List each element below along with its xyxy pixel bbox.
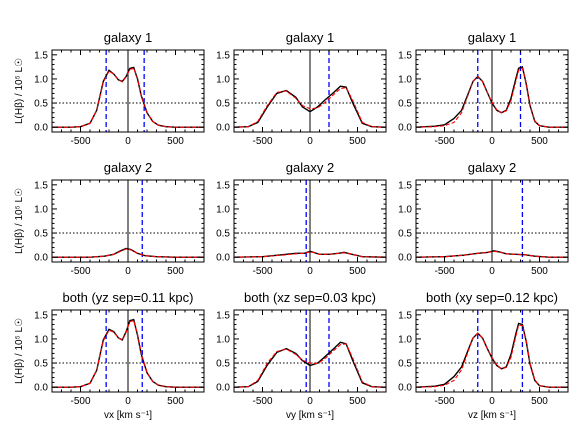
x-tick-label: 0 bbox=[125, 396, 131, 407]
series-line-red bbox=[234, 86, 386, 128]
x-tick-label: 0 bbox=[489, 136, 495, 147]
panel-4: galaxy 2 -500 0 500 0.0 0.5 1.0 1.5 L(Hβ) / 10⁵ … bbox=[14, 160, 205, 277]
panel-9: both (xy sep=0.12 kpc) -500 0 500 0.0 0.5 1.0 1… bbox=[398, 290, 569, 421]
y-tick-label: 1.5 bbox=[398, 310, 412, 321]
y-tick-label: 1.0 bbox=[34, 204, 48, 215]
x-tick-label: 500 bbox=[167, 396, 184, 407]
panel-title: both (yz sep=0.11 kpc) bbox=[63, 290, 194, 305]
panel-title: galaxy 1 bbox=[286, 30, 334, 45]
series-line-red bbox=[416, 67, 568, 128]
x-tick-label: 0 bbox=[489, 266, 495, 277]
y-tick-label: 1.5 bbox=[34, 180, 48, 191]
y-tick-label: 1.5 bbox=[216, 310, 230, 321]
series-line-red bbox=[52, 319, 204, 388]
x-tick-label: 500 bbox=[531, 396, 548, 407]
panel-8: both (xz sep=0.03 kpc) -500 0 500 0.0 0.5 1.0 1… bbox=[216, 290, 387, 421]
y-tick-label: 1.5 bbox=[398, 50, 412, 61]
x-tick-label: -500 bbox=[252, 396, 272, 407]
y-tick-label: 1.5 bbox=[34, 50, 48, 61]
panel-title: galaxy 2 bbox=[286, 160, 334, 175]
series-line-red bbox=[52, 67, 204, 128]
panel-5: galaxy 2 -500 0 500 0.0 0.5 1.0 1.5 bbox=[216, 160, 387, 277]
y-tick-label: 0.0 bbox=[216, 253, 230, 264]
x-tick-label: -500 bbox=[434, 266, 454, 277]
y-tick-label: 0.0 bbox=[34, 253, 48, 264]
x-tick-label: -500 bbox=[70, 266, 90, 277]
panel-1: galaxy 1 -500 0 500 0.0 0.5 1.0 1.5 L(Hβ) / 10⁵ … bbox=[14, 30, 205, 147]
x-tick-label: 0 bbox=[489, 396, 495, 407]
series-line-black bbox=[416, 250, 568, 258]
x-tick-label: 0 bbox=[307, 266, 313, 277]
panel-title: galaxy 1 bbox=[104, 30, 152, 45]
x-axis-label: vz [km s⁻¹] bbox=[468, 410, 516, 421]
x-tick-label: 500 bbox=[349, 136, 366, 147]
x-tick-label: 500 bbox=[531, 136, 548, 147]
y-axis-label: L(Hβ) / 10⁵ L☉ bbox=[14, 58, 25, 124]
panel-title: galaxy 2 bbox=[468, 160, 516, 175]
y-tick-label: 1.0 bbox=[398, 334, 412, 345]
y-tick-label: 0.0 bbox=[34, 383, 48, 394]
y-tick-label: 0.5 bbox=[216, 229, 230, 240]
y-tick-label: 1.5 bbox=[216, 180, 230, 191]
y-tick-label: 1.5 bbox=[216, 50, 230, 61]
series-line-red bbox=[234, 251, 386, 258]
y-tick-label: 0.5 bbox=[34, 99, 48, 110]
y-tick-label: 1.0 bbox=[216, 74, 230, 85]
y-tick-label: 1.0 bbox=[216, 204, 230, 215]
panel-title: both (xz sep=0.03 kpc) bbox=[244, 290, 376, 305]
y-tick-label: 1.0 bbox=[216, 334, 230, 345]
y-tick-label: 0.5 bbox=[216, 359, 230, 370]
x-tick-label: -500 bbox=[70, 396, 90, 407]
panel-title: galaxy 1 bbox=[468, 30, 516, 45]
y-axis-label: L(Hβ) / 10⁵ L☉ bbox=[14, 188, 25, 254]
x-tick-label: 500 bbox=[167, 136, 184, 147]
y-tick-label: 0.0 bbox=[216, 123, 230, 134]
y-tick-label: 0.5 bbox=[398, 229, 412, 240]
y-tick-label: 1.0 bbox=[34, 74, 48, 85]
x-tick-label: -500 bbox=[70, 136, 90, 147]
y-tick-label: 0.5 bbox=[398, 359, 412, 370]
x-tick-label: -500 bbox=[252, 136, 272, 147]
series-line-black bbox=[234, 341, 386, 388]
y-tick-label: 0.5 bbox=[216, 99, 230, 110]
y-tick-label: 1.5 bbox=[398, 180, 412, 191]
y-tick-label: 0.0 bbox=[216, 383, 230, 394]
x-tick-label: 500 bbox=[531, 266, 548, 277]
x-tick-label: -500 bbox=[434, 136, 454, 147]
y-tick-label: 0.0 bbox=[398, 383, 412, 394]
panel-3: galaxy 1 -500 0 500 0.0 0.5 1.0 1.5 bbox=[398, 30, 569, 147]
y-axis-label: L(Hβ) / 10⁵ L☉ bbox=[14, 318, 25, 384]
x-tick-label: 500 bbox=[349, 266, 366, 277]
x-tick-label: -500 bbox=[434, 396, 454, 407]
y-tick-label: 0.5 bbox=[34, 359, 48, 370]
y-tick-label: 1.0 bbox=[398, 204, 412, 215]
x-tick-label: 500 bbox=[167, 266, 184, 277]
y-tick-label: 1.5 bbox=[34, 310, 48, 321]
x-tick-label: 0 bbox=[125, 266, 131, 277]
panel-title: galaxy 2 bbox=[104, 160, 152, 175]
x-tick-label: 0 bbox=[307, 136, 313, 147]
series-line-red bbox=[416, 324, 568, 388]
x-axis-label: vy [km s⁻¹] bbox=[286, 410, 334, 421]
x-axis-label: vx [km s⁻¹] bbox=[104, 410, 152, 421]
panel-6: galaxy 2 -500 0 500 0.0 0.5 1.0 1.5 bbox=[398, 160, 569, 277]
series-line-black bbox=[234, 85, 386, 128]
y-tick-label: 1.0 bbox=[34, 334, 48, 345]
y-tick-label: 0.0 bbox=[398, 123, 412, 134]
panel-7: both (yz sep=0.11 kpc) -500 0 500 0.0 0.5 1.0 1… bbox=[14, 290, 205, 421]
x-tick-label: 0 bbox=[125, 136, 131, 147]
y-tick-label: 0.0 bbox=[398, 253, 412, 264]
panel-title: both (xy sep=0.12 kpc) bbox=[426, 290, 558, 305]
y-tick-label: 0.5 bbox=[34, 229, 48, 240]
y-tick-label: 0.0 bbox=[34, 123, 48, 134]
x-tick-label: -500 bbox=[252, 266, 272, 277]
x-tick-label: 500 bbox=[349, 396, 366, 407]
panel-2: galaxy 1 -500 0 500 0.0 0.5 1.0 1.5 bbox=[216, 30, 387, 147]
series-line-red bbox=[234, 343, 386, 388]
x-tick-label: 0 bbox=[307, 396, 313, 407]
y-tick-label: 1.0 bbox=[398, 74, 412, 85]
series-line-red bbox=[52, 248, 204, 258]
y-tick-label: 0.5 bbox=[398, 99, 412, 110]
